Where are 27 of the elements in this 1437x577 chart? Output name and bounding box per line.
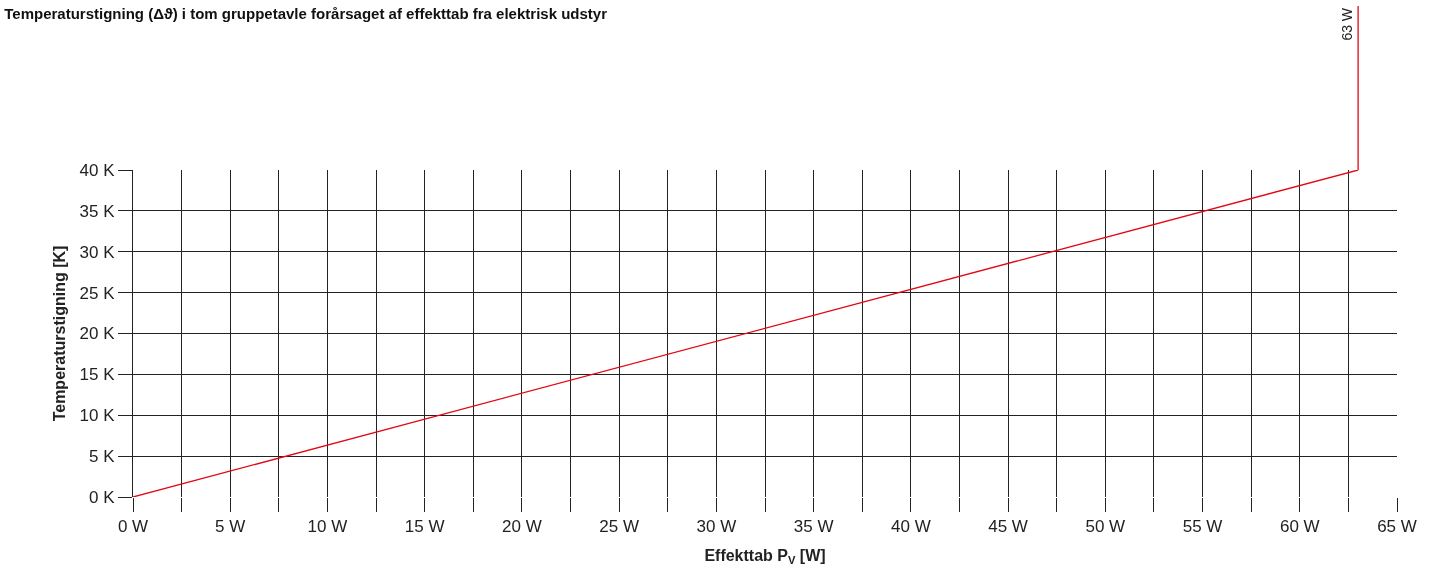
x-axis-title: Effekttab P$_{V}$ [W]	[704, 547, 826, 567]
y-tick-label: 5 K	[89, 447, 116, 467]
y-tick-label: 40 K	[79, 160, 116, 180]
y-tick-label: 10 K	[79, 406, 116, 426]
ref-line-label: 63 W	[1338, 7, 1355, 41]
x-tick-label: 5 W	[215, 517, 246, 537]
x-tick-label: 55 W	[1182, 517, 1223, 537]
x-tick-label: 25 W	[599, 517, 639, 537]
y-tick-label: 25 K	[79, 283, 116, 303]
x-tick-label: 50 W	[1085, 517, 1126, 537]
y-tick-label: 35 K	[79, 201, 116, 221]
chart-title: Temperaturstigning (Δϑ) i tom gruppetavle forårsaget af effekttab fra elektrisk udstyr	[4, 5, 608, 23]
x-tick-label: 10 W	[307, 517, 348, 537]
x-tick-label: 15 W	[404, 517, 445, 537]
y-tick-label: 20 K	[79, 324, 116, 344]
y-tick-label: 15 K	[79, 365, 116, 385]
y-tick-label: 0 K	[89, 487, 116, 507]
y-tick-label: 30 K	[79, 242, 116, 262]
x-tick-label: 40 W	[891, 517, 931, 537]
x-tick-label: 60 W	[1279, 517, 1320, 537]
x-tick-label: 35 W	[793, 517, 834, 537]
x-tick-label: 65 W	[1377, 517, 1417, 537]
x-tick-label: 45 W	[988, 517, 1028, 537]
x-tick-label: 0 W	[117, 517, 149, 537]
y-axis-title: Temperaturstigning [K]	[50, 245, 68, 422]
x-tick-label: 30 W	[696, 517, 737, 537]
x-tick-label: 20 W	[502, 517, 542, 537]
